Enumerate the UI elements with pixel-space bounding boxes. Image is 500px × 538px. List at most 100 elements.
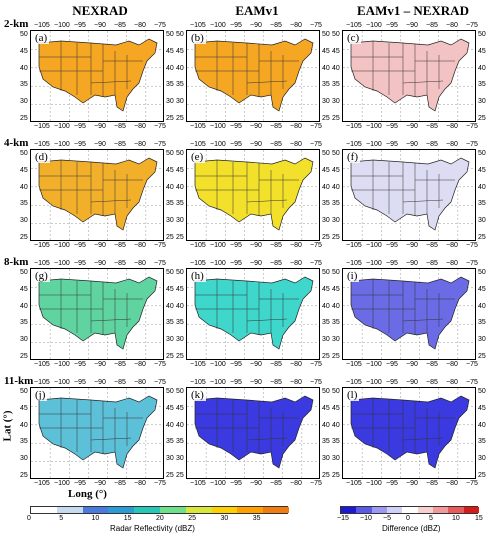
colorbar-segment (82, 507, 109, 513)
y-tick-label: 40 (166, 302, 174, 310)
y-tick-label: 30 (322, 336, 330, 344)
y-tick-label: 30 (322, 217, 330, 225)
data-field-b (195, 39, 313, 111)
y-tick-label: 45 (176, 285, 184, 293)
x-tick-label: −90 (406, 141, 418, 148)
y-tick-label: 25 (322, 115, 330, 122)
x-tick-label: −75 (154, 123, 166, 130)
y-tick-label: 45 (478, 47, 486, 55)
colorbar-segment (356, 507, 372, 513)
y-tick-label: 40 (20, 64, 28, 72)
y-tick-label: 35 (176, 81, 184, 89)
y-tick-label: 30 (322, 455, 330, 463)
x-tick-label: −105 (346, 242, 362, 249)
x-tick-label: −95 (386, 242, 398, 249)
y-tick-label: 50 (478, 150, 486, 157)
y-tick-label: 45 (322, 285, 330, 293)
y-tick-label: 35 (176, 200, 184, 208)
colorbar-segment (448, 507, 464, 513)
colorbar-segment (31, 507, 57, 513)
y-tick-label: 40 (176, 302, 184, 310)
x-tick-label: −85 (426, 379, 438, 386)
x-tick-label: −90 (406, 260, 418, 267)
y-tick-label: 25 (322, 234, 330, 241)
y-tick-label: 50 (166, 31, 174, 38)
x-tick-label: −95 (386, 260, 398, 267)
x-tick-label: −90 (250, 22, 262, 29)
y-tick-label: 45 (20, 166, 28, 174)
x-tick-label: −80 (134, 123, 146, 130)
x-tick-label: −90 (406, 379, 418, 386)
panel-label-g: (g) (33, 270, 50, 282)
x-tick-label: −90 (250, 242, 262, 249)
x-tick-label: −85 (426, 480, 438, 487)
x-tick-label: −75 (310, 123, 322, 130)
y-tick-label: 50 (322, 269, 330, 276)
y-tick-label: 25 (332, 115, 340, 122)
x-tick-label: −90 (250, 379, 262, 386)
y-tick-label: 35 (478, 438, 486, 446)
y-tick-label: 30 (20, 336, 28, 344)
row-label-2km: 2-km (4, 18, 29, 30)
map-panel-i: (i) (342, 268, 476, 360)
y-tick-label: 25 (478, 353, 486, 360)
y-tick-label: 35 (20, 319, 28, 327)
x-tick-label: −100 (366, 141, 382, 148)
x-tick-label: −80 (446, 480, 458, 487)
y-tick-label: 35 (332, 319, 340, 327)
x-tick-label: −85 (426, 242, 438, 249)
data-field-f (351, 158, 469, 230)
x-tick-label: −75 (310, 260, 322, 267)
x-tick-label: −85 (270, 361, 282, 368)
data-field-i (351, 277, 469, 349)
map-panel-k: (k) (186, 387, 320, 479)
y-tick-label: 40 (478, 302, 486, 310)
x-tick-label: −105 (190, 141, 206, 148)
column-title-eamv1: EAMv1 (235, 3, 279, 18)
x-tick-label: −90 (406, 361, 418, 368)
y-tick-label: 25 (176, 353, 184, 360)
y-tick-label: 50 (20, 388, 28, 395)
x-tick-label: −100 (366, 242, 382, 249)
x-tick-label: −100 (54, 22, 70, 29)
x-tick-label: −75 (466, 260, 478, 267)
y-tick-label: 45 (332, 285, 340, 293)
x-tick-label: −100 (54, 480, 70, 487)
x-tick-label: −100 (54, 379, 70, 386)
y-tick-label: 35 (166, 200, 174, 208)
x-tick-label: −95 (74, 22, 86, 29)
colorbar-tick-label: 20 (156, 515, 164, 522)
x-tick-label: −80 (446, 361, 458, 368)
x-tick-label: −75 (310, 242, 322, 249)
y-tick-label: 30 (176, 336, 184, 344)
map-panel-j: (j) (30, 387, 164, 479)
y-tick-label: 40 (166, 64, 174, 72)
y-tick-label: 25 (176, 234, 184, 241)
x-tick-label: −105 (190, 379, 206, 386)
y-tick-label: 40 (332, 183, 340, 191)
x-tick-label: −95 (230, 242, 242, 249)
y-tick-label: 50 (332, 150, 340, 157)
y-tick-label: 50 (20, 150, 28, 157)
map-panel-c: (c) (342, 30, 476, 122)
x-tick-label: −80 (134, 480, 146, 487)
x-tick-label: −85 (114, 22, 126, 29)
y-tick-label: 40 (176, 421, 184, 429)
y-tick-label: 45 (332, 47, 340, 55)
colorbar-tick-label: 10 (452, 515, 460, 522)
colorbar-segment (211, 507, 238, 513)
map-panel-l: (l) (342, 387, 476, 479)
x-tick-label: −80 (134, 379, 146, 386)
x-tick-label: −100 (366, 22, 382, 29)
y-tick-label: 45 (166, 47, 174, 55)
colorbar-tick-label: −15 (337, 515, 349, 522)
x-tick-label: −75 (154, 361, 166, 368)
x-tick-label: −105 (346, 379, 362, 386)
y-tick-label: 50 (332, 269, 340, 276)
y-tick-label: 40 (166, 183, 174, 191)
y-tick-label: 45 (322, 47, 330, 55)
y-tick-label: 40 (322, 421, 330, 429)
y-tick-label: 35 (322, 200, 330, 208)
colorbar-segment (417, 507, 433, 513)
colorbar-tick-label: 10 (91, 515, 100, 522)
